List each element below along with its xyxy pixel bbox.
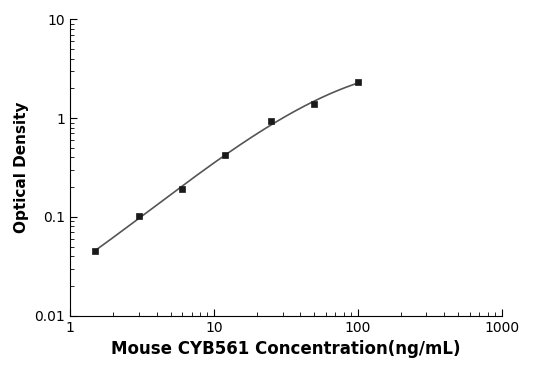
X-axis label: Mouse CYB561 Concentration(ng/mL): Mouse CYB561 Concentration(ng/mL) [111,340,461,358]
Y-axis label: Optical Density: Optical Density [14,102,29,233]
